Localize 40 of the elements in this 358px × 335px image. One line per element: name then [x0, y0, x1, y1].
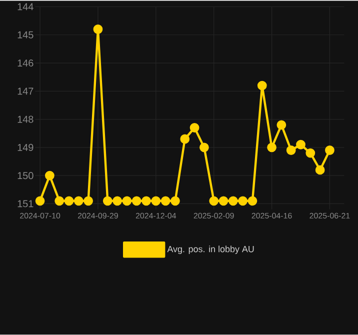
- point: [276, 120, 286, 130]
- point: [35, 196, 45, 206]
- point: [190, 123, 200, 133]
- point: [132, 196, 142, 206]
- y-tick-label: 151: [18, 200, 34, 208]
- point: [122, 196, 132, 206]
- y-tick-label: 147: [18, 88, 34, 95]
- point: [267, 142, 276, 152]
- point: [325, 146, 334, 156]
- point: [160, 196, 170, 206]
- y-tick-label: 145: [18, 32, 34, 38]
- legend-label: Avg. pos. in lobby AU: [167, 246, 254, 254]
- point: [44, 170, 54, 180]
- point: [102, 196, 112, 206]
- point: [238, 196, 248, 206]
- point: [93, 24, 103, 34]
- point: [170, 196, 180, 206]
- point: [228, 196, 238, 206]
- point: [315, 165, 325, 175]
- point: [64, 196, 74, 206]
- point: [84, 196, 94, 206]
- point: [209, 196, 219, 206]
- point: [248, 196, 258, 206]
- y-tick-label: 148: [18, 116, 34, 123]
- point: [306, 148, 316, 158]
- point: [218, 196, 228, 206]
- point: [180, 134, 190, 144]
- point: [151, 196, 161, 206]
- point: [112, 196, 122, 206]
- point: [142, 196, 151, 206]
- point: [74, 196, 84, 206]
- point: [54, 196, 64, 206]
- point: [199, 142, 209, 152]
- y-tick-label: 146: [18, 60, 34, 67]
- point: [257, 80, 267, 90]
- point: [286, 146, 296, 156]
- y-tick-label: 150: [18, 172, 34, 180]
- y-tick-label: 149: [18, 144, 34, 152]
- y-tick-label: 144: [18, 3, 34, 10]
- point: [296, 140, 306, 150]
